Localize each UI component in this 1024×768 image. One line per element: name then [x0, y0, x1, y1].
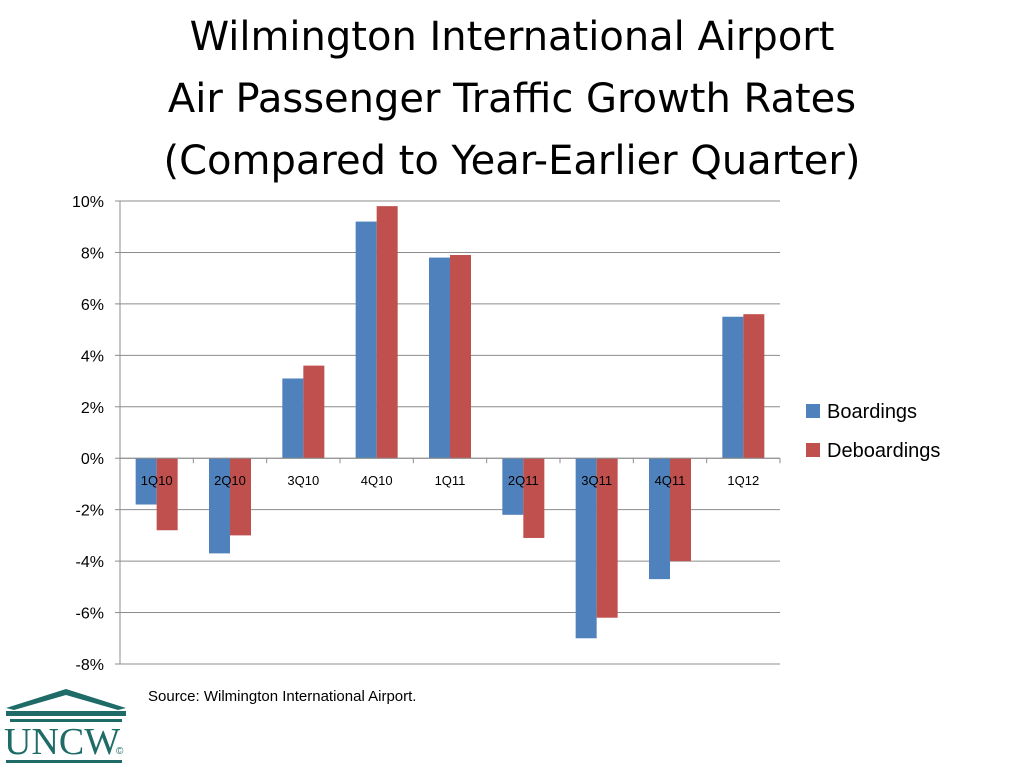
x-tick-label: 3Q11 [581, 473, 612, 488]
building-icon [6, 689, 126, 722]
x-tick-label: 4Q10 [361, 473, 393, 488]
title-line-3: (Compared to Year-Earlier Quarter) [163, 138, 861, 184]
bar-boardings [135, 458, 157, 505]
y-tick-label: 8% [81, 245, 104, 262]
y-tick-label: 2% [81, 400, 104, 417]
bar-deboardings [523, 458, 545, 538]
bar-deboardings [670, 458, 691, 562]
legend-label: Deboardings [827, 440, 940, 462]
bar-boardings [722, 316, 744, 459]
bar-boardings [575, 458, 597, 639]
bar-boardings [429, 257, 450, 459]
bar-deboardings [450, 255, 471, 459]
x-tick-label: 2Q11 [508, 473, 539, 488]
bar-boardings [282, 378, 304, 459]
legend-swatch [806, 443, 820, 457]
y-tick-label: -2% [76, 503, 104, 520]
y-tick-label: -6% [76, 606, 104, 623]
y-tick-label: -8% [76, 657, 104, 674]
chart-title: Wilmington International Airport Air Pas… [0, 6, 1024, 192]
uncw-logo: UNCW © [4, 689, 126, 763]
bar-boardings [355, 221, 377, 459]
y-tick-label: 6% [81, 297, 104, 314]
x-tick-label: 4Q11 [655, 473, 686, 488]
x-tick-label: 1Q11 [435, 473, 466, 488]
bar-deboardings [230, 458, 251, 536]
legend-swatch [806, 404, 820, 418]
x-tick-label: 1Q12 [727, 473, 759, 488]
registered-mark: © [116, 746, 124, 757]
bar-boardings [209, 458, 230, 554]
bar-deboardings [303, 365, 325, 459]
x-tick-label: 1Q10 [141, 473, 173, 488]
bar-deboardings [596, 458, 618, 618]
y-tick-label: 4% [81, 348, 104, 365]
source-note: Source: Wilmington International Airport… [148, 688, 417, 705]
y-tick-label: -4% [76, 554, 104, 571]
logo-wordmark: UNCW [4, 721, 120, 763]
bar-deboardings [743, 314, 765, 459]
y-tick-label: 0% [81, 451, 104, 468]
y-tick-label: 10% [72, 194, 104, 211]
title-line-1: Wilmington International Airport [189, 14, 835, 60]
x-tick-label: 2Q10 [214, 473, 246, 488]
title-line-2: Air Passenger Traffic Growth Rates [167, 76, 857, 122]
bar-deboardings [156, 458, 178, 531]
logo-underline [6, 760, 122, 763]
bar-boardings [502, 458, 524, 515]
bar-deboardings [376, 206, 398, 459]
x-tick-label: 3Q10 [287, 473, 319, 488]
legend-label: Boardings [827, 401, 917, 423]
bar-boardings [649, 458, 670, 580]
